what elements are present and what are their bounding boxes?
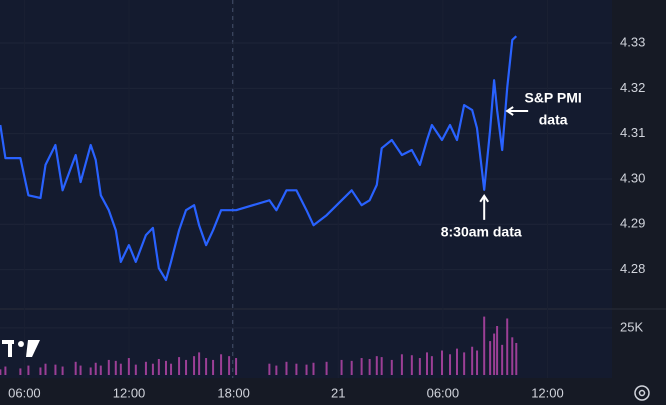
volume-bar: [312, 362, 315, 375]
volume-bar: [410, 355, 413, 375]
y-tick-label: 4.28: [620, 261, 645, 276]
volume-bar: [441, 350, 443, 375]
volume-bar: [151, 363, 154, 375]
volume-bar: [119, 363, 122, 375]
y2-tick-label: 25K: [620, 319, 643, 334]
volume-bar: [170, 363, 173, 375]
annotation-text: S&P PMI: [524, 90, 581, 106]
volume-bar: [178, 357, 181, 375]
volume-bar: [455, 348, 458, 375]
volume-bar: [94, 362, 97, 375]
y-tick-label: 4.31: [620, 125, 645, 140]
volume-bar: [0, 369, 2, 375]
volume-bar: [471, 346, 474, 375]
volume-bar: [483, 316, 486, 375]
annotation-arrow: [505, 106, 529, 116]
volume-bar: [268, 363, 271, 375]
volume-bar: [426, 352, 429, 375]
volume-bar: [305, 364, 308, 375]
volume-bar: [325, 361, 328, 375]
volume-bar: [39, 367, 42, 375]
volume-bar: [501, 344, 504, 375]
volume-bar: [515, 342, 518, 375]
volume-bar: [205, 358, 208, 375]
volume-bar: [61, 366, 64, 375]
volume-bar: [114, 360, 117, 375]
volume-bar: [220, 354, 223, 375]
volume-bar: [449, 354, 452, 375]
volume-bar: [89, 367, 92, 375]
volume-bar: [235, 358, 238, 375]
volume-bar: [489, 341, 492, 375]
volume-bar: [212, 359, 215, 375]
volume-bar: [493, 333, 496, 375]
y-tick-label: 4.32: [620, 80, 645, 95]
volume-bar: [44, 363, 47, 375]
volume-bar: [99, 365, 102, 375]
volume-bar: [275, 365, 278, 375]
x-tick-label: 21: [331, 385, 345, 400]
volume-bar: [127, 358, 130, 375]
volume-bar: [350, 360, 353, 375]
volume-bar: [430, 356, 433, 375]
y-tick-label: 4.33: [620, 34, 645, 49]
annotation: S&P PMI data: [505, 90, 582, 128]
volume-bar: [157, 358, 160, 375]
plot-area: [0, 0, 612, 378]
annotation-text: data: [539, 112, 568, 128]
volume-bar: [368, 358, 371, 375]
annotation-arrow: [479, 194, 490, 220]
volume-bar: [54, 364, 57, 375]
volume-bar: [295, 363, 298, 375]
price-line: [0, 35, 518, 282]
volume-bar: [4, 366, 7, 375]
annotation-text: 8:30am data: [441, 224, 522, 240]
volume-bar: [198, 352, 201, 375]
volume-bar: [360, 358, 363, 375]
volume-bar: [511, 337, 514, 375]
volume-bar: [144, 361, 147, 375]
volume-bar: [476, 350, 479, 375]
y-tick-label: 4.30: [620, 170, 645, 185]
volume-bar: [134, 364, 137, 375]
volume-bar: [400, 354, 403, 375]
volume-bar: [74, 361, 77, 375]
x-tick-label: 18:00: [217, 385, 250, 400]
volume-bar: [193, 356, 196, 375]
volume-bar: [79, 365, 82, 375]
volume-bar: [418, 358, 421, 375]
volume-bar: [390, 359, 393, 375]
volume-bar: [380, 357, 383, 375]
volume-bar: [375, 356, 378, 375]
volume-bar: [27, 365, 30, 375]
volume-bar: [463, 352, 466, 375]
volume-bar: [496, 326, 499, 375]
x-tick-label: 06:00: [427, 385, 460, 400]
annotation: 8:30am data: [441, 194, 522, 240]
volume-bar: [506, 318, 509, 375]
y-tick-label: 4.29: [620, 216, 645, 231]
x-tick-label: 12:00: [531, 385, 564, 400]
volume-bar: [185, 359, 188, 375]
volume-bar: [228, 356, 231, 375]
volume-bar: [164, 360, 167, 375]
logo: [2, 340, 40, 357]
x-tick-label: 12:00: [113, 385, 146, 400]
volume-bar: [19, 368, 22, 375]
volume-bar: [285, 361, 288, 375]
volume-bar: [107, 359, 110, 375]
volume-bar: [340, 359, 343, 375]
settings-icon[interactable]: [634, 385, 650, 401]
x-tick-label: 06:00: [8, 385, 41, 400]
